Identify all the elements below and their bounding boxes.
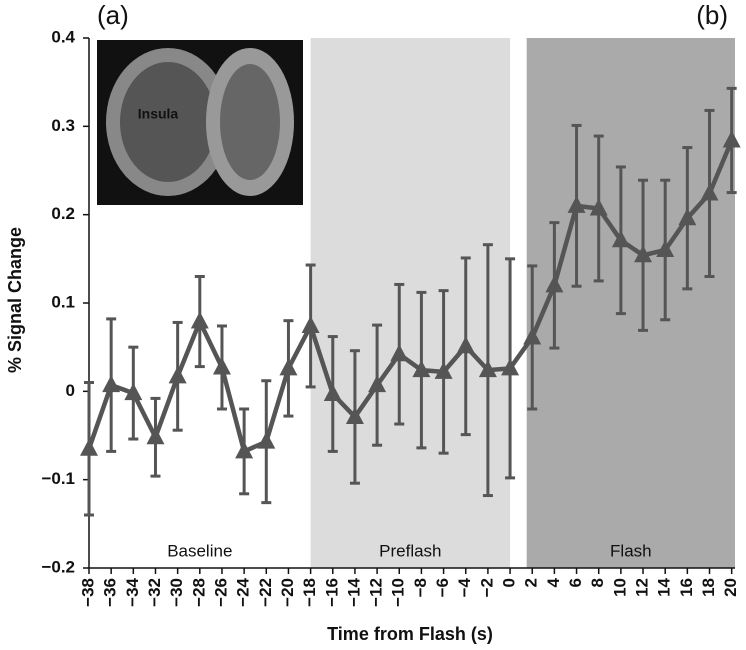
x-tick-label: −6 xyxy=(433,578,452,597)
x-tick-label: −20 xyxy=(278,578,297,607)
marker xyxy=(235,441,254,459)
x-tick-label: 6 xyxy=(566,578,585,587)
x-tick-label: −18 xyxy=(300,578,319,607)
x-tick-label: −22 xyxy=(256,578,275,607)
marker xyxy=(124,383,143,401)
x-tick-label: 12 xyxy=(633,578,652,597)
marker xyxy=(523,327,542,345)
x-tick-label: −12 xyxy=(367,578,386,607)
marker xyxy=(323,383,342,401)
x-tick-label: 20 xyxy=(721,578,740,597)
y-tick-label: 0.4 xyxy=(51,27,75,46)
x-tick-label: −26 xyxy=(211,578,230,607)
x-tick-label: −28 xyxy=(189,578,208,607)
panel-label: (a) xyxy=(97,0,129,30)
marker xyxy=(501,358,520,376)
brain-inner xyxy=(220,64,280,180)
x-tick-label: 0 xyxy=(500,578,519,587)
x-axis-label: Time from Flash (s) xyxy=(327,624,493,644)
inset-label: Insula xyxy=(138,106,179,122)
y-tick-label: −0.2 xyxy=(41,557,75,576)
marker xyxy=(257,431,276,449)
x-tick-label: −34 xyxy=(123,577,142,606)
x-tick-label: −2 xyxy=(477,578,496,597)
x-tick-label: −30 xyxy=(167,578,186,607)
x-tick-label: −36 xyxy=(101,578,120,607)
x-tick-label: −16 xyxy=(322,578,341,607)
marker xyxy=(212,357,231,375)
marker xyxy=(567,195,586,213)
marker xyxy=(390,344,409,362)
marker xyxy=(190,311,209,329)
x-tick-label: 14 xyxy=(655,577,674,596)
marker xyxy=(656,240,675,257)
x-tick-label: 8 xyxy=(588,578,607,587)
marker xyxy=(80,438,98,456)
region-label: Flash xyxy=(610,541,652,560)
marker xyxy=(146,427,165,445)
marker xyxy=(611,230,630,248)
marker xyxy=(301,315,320,333)
x-tick-label: −38 xyxy=(78,578,97,607)
marker xyxy=(634,245,653,263)
x-tick-label: −14 xyxy=(344,577,363,606)
marker xyxy=(678,208,697,226)
y-axis-label: % Signal Change xyxy=(5,227,25,373)
panel-label: (b) xyxy=(696,0,728,30)
y-tick-label: 0.2 xyxy=(51,204,75,223)
marker xyxy=(412,360,431,378)
x-tick-label: 4 xyxy=(544,577,563,587)
x-tick-label: 16 xyxy=(677,578,696,597)
marker xyxy=(589,198,608,216)
x-tick-label: −24 xyxy=(234,577,253,606)
region-label: Baseline xyxy=(167,541,232,560)
marker xyxy=(700,183,719,201)
region xyxy=(526,38,735,568)
marker xyxy=(545,275,564,293)
x-tick-label: 2 xyxy=(522,578,541,587)
marker xyxy=(168,366,187,384)
x-tick-label: −10 xyxy=(389,578,408,607)
y-tick-label: −0.1 xyxy=(41,469,75,488)
y-tick-label: 0.1 xyxy=(51,292,75,311)
x-tick-label: −32 xyxy=(145,578,164,607)
marker xyxy=(102,375,121,393)
x-tick-label: 10 xyxy=(610,578,629,597)
region xyxy=(310,38,511,568)
brain-inner xyxy=(120,62,216,182)
marker xyxy=(478,360,497,378)
marker xyxy=(279,358,298,376)
marker xyxy=(434,361,453,379)
y-tick-label: 0 xyxy=(66,381,75,400)
x-tick-label: −4 xyxy=(455,577,474,597)
x-tick-label: −8 xyxy=(411,578,430,597)
marker xyxy=(456,336,475,354)
y-tick-label: 0.3 xyxy=(51,116,75,135)
x-tick-label: 18 xyxy=(699,578,718,597)
marker xyxy=(345,406,364,424)
marker xyxy=(368,375,387,393)
inset-image: Insula xyxy=(97,40,303,205)
marker xyxy=(722,130,741,148)
region-label: Preflash xyxy=(379,541,441,560)
